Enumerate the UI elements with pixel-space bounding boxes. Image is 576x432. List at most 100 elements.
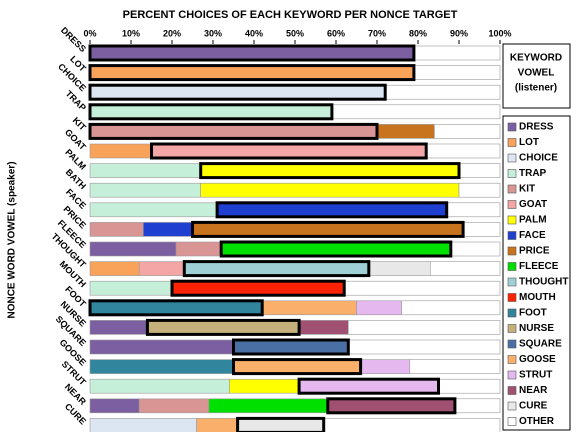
x-tick-label: 80% — [409, 28, 427, 38]
legend-label: OTHER — [519, 416, 555, 427]
y-tick-label: GOAT — [63, 127, 88, 152]
legend-swatch — [507, 200, 517, 209]
x-tick-label: 70% — [368, 28, 386, 38]
legend-title-box — [502, 43, 571, 109]
bar-segment — [89, 359, 234, 374]
x-tick-label: 100% — [488, 28, 511, 38]
bar-segment — [89, 320, 148, 335]
bar-segment — [89, 104, 333, 120]
legend-title: (listener) — [515, 83, 557, 94]
bar-segment — [89, 182, 201, 198]
bar-segment — [147, 320, 300, 335]
legend-title: KEYWORD — [510, 53, 562, 64]
bar-highlight — [88, 122, 379, 140]
bar-segment — [196, 418, 238, 432]
legend-swatch — [507, 401, 517, 411]
bar-highlight — [236, 416, 326, 432]
bar-segment — [450, 241, 501, 257]
bar-segment — [138, 398, 210, 414]
legend-label: TRAP — [519, 168, 547, 179]
bar-highlight — [232, 358, 363, 376]
bar-highlight — [170, 279, 346, 297]
legend-label: GOAT — [519, 199, 547, 210]
bar-segment — [384, 84, 501, 100]
bar-segment — [376, 124, 435, 139]
bar-segment — [413, 45, 501, 61]
y-tick-label: CURE — [63, 401, 88, 426]
bar-segment — [347, 339, 501, 355]
x-tick-label: 30% — [204, 28, 222, 38]
bar-highlight — [326, 397, 457, 415]
bar-highlight — [182, 260, 371, 278]
bar-highlight — [88, 103, 334, 121]
legend-swatch — [507, 324, 517, 333]
chart-title: PERCENT CHOICES OF EACH KEYWORD PER NONC… — [123, 9, 458, 21]
bar-segment — [413, 65, 501, 80]
legend-swatch — [507, 339, 517, 349]
bar-segment — [200, 163, 460, 178]
bar-segment — [327, 398, 456, 414]
bar-segment — [237, 418, 325, 432]
x-tick-label: 90% — [450, 28, 468, 38]
bar-segment — [151, 143, 427, 159]
legend-swatch — [507, 184, 517, 194]
legend-title: VOWEL — [518, 68, 555, 79]
bar-segment — [438, 378, 501, 394]
bar-segment — [89, 418, 197, 432]
bar-segment — [458, 163, 501, 178]
legend-label: SQUARE — [519, 339, 562, 350]
bar-highlight — [88, 64, 416, 82]
x-tick-label: 50% — [286, 28, 304, 38]
bar-segment — [184, 261, 370, 276]
bar-segment — [458, 182, 501, 198]
legend-swatch — [507, 355, 517, 364]
legend-label: NEAR — [519, 385, 548, 396]
legend-label: KIT — [519, 184, 535, 195]
legend-label: FACE — [519, 230, 546, 241]
bar-segment — [89, 84, 386, 100]
bar-segment — [409, 359, 501, 374]
x-tick-label: 60% — [327, 28, 345, 38]
legend-label: CURE — [519, 401, 548, 412]
legend-swatch — [507, 370, 517, 380]
legend-label: NURSE — [519, 323, 554, 334]
bar-highlight — [219, 240, 453, 258]
bar-segment — [89, 339, 234, 355]
bar-segment — [233, 339, 349, 355]
legend-label: CHOICE — [519, 153, 558, 164]
legend-swatch — [507, 153, 517, 163]
bar-segment — [323, 418, 501, 432]
bar-segment — [89, 280, 173, 296]
bar-segment — [89, 65, 415, 80]
bar-segment — [208, 398, 329, 414]
legend-swatch — [507, 417, 517, 426]
x-tick-label: 40% — [245, 28, 263, 38]
bar-segment — [360, 359, 411, 374]
bar-segment — [220, 241, 452, 257]
bar-segment — [343, 280, 501, 296]
bar-highlight — [88, 299, 264, 317]
bar-segment — [89, 241, 177, 257]
bar-segment — [425, 143, 501, 159]
bar-highlight — [191, 220, 465, 238]
bar-highlight — [297, 377, 440, 395]
legend-swatch — [507, 246, 517, 256]
legend-label: MOUTH — [519, 292, 556, 303]
bar-segment — [331, 104, 501, 120]
bar-segment — [229, 378, 300, 394]
bar-segment — [89, 143, 152, 159]
legend-swatch — [507, 215, 517, 225]
bar-segment — [89, 45, 415, 61]
bar-highlight — [88, 44, 416, 62]
legend-swatch — [507, 308, 517, 318]
legend-label: LOT — [519, 137, 539, 148]
bar-segment — [89, 202, 218, 218]
bar-segment — [356, 300, 402, 316]
bar-segment — [368, 261, 431, 276]
legend-swatch — [507, 169, 517, 178]
bar-segment — [446, 202, 501, 218]
y-tick-label: TRAP — [64, 88, 88, 112]
legend-label: STRUT — [519, 370, 552, 381]
bar-highlight — [88, 83, 387, 101]
legend-swatch — [507, 386, 517, 395]
